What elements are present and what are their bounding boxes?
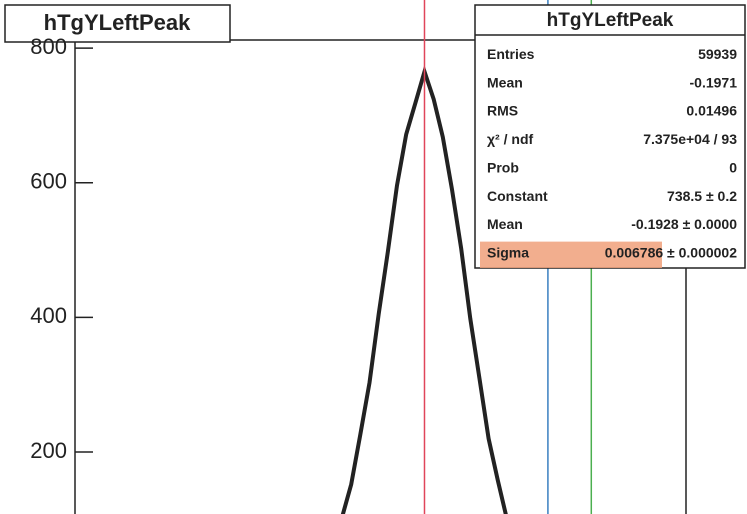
stats-label: Mean <box>487 74 523 90</box>
stats-label: Sigma <box>487 245 529 261</box>
stats-label: χ² / ndf <box>487 131 533 147</box>
stats-box <box>474 4 746 269</box>
stats-value: 0 <box>729 159 737 175</box>
highlight <box>480 241 662 268</box>
stats-value: 59939 <box>698 46 737 62</box>
stats-title: hTgYLeftPeak <box>547 10 674 31</box>
stats-label: Constant <box>487 188 548 204</box>
y-tick-label: 600 <box>30 169 67 194</box>
stats-label: Entries <box>487 46 535 62</box>
stats-value: 0.01496 <box>686 103 737 119</box>
stats-value: 0.006786 ± 0.000002 <box>605 245 737 261</box>
stats-label: Mean <box>487 216 523 232</box>
stats-value: -0.1928 ± 0.0000 <box>631 216 737 232</box>
y-tick-label: 400 <box>30 303 67 328</box>
stats-value: 738.5 ± 0.2 <box>667 188 737 204</box>
y-tick-label: 200 <box>30 438 67 463</box>
title-box <box>4 4 231 43</box>
stats-label: Prob <box>487 159 519 175</box>
y-tick-label: 800 <box>30 34 67 59</box>
chart-title: hTgYLeftPeak <box>44 10 191 35</box>
stats-value: 7.375e+04 / 93 <box>643 131 737 147</box>
stats-label: RMS <box>487 103 518 119</box>
stats-value: -0.1971 <box>690 74 738 90</box>
